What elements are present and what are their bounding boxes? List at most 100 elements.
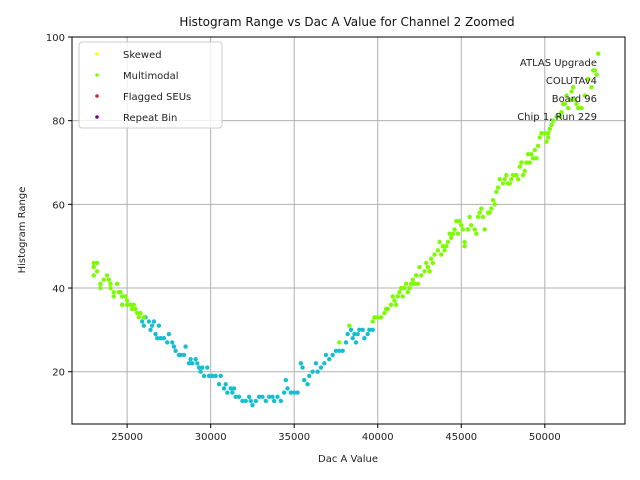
data-point (510, 172, 516, 178)
data-point (525, 151, 531, 157)
data-point (148, 327, 153, 333)
data-point (474, 231, 479, 236)
data-point (94, 269, 100, 274)
data-point (579, 105, 584, 111)
data-point (114, 281, 120, 287)
data-point (462, 243, 467, 249)
data-point (231, 386, 237, 391)
data-point (288, 390, 294, 395)
data-point (417, 264, 422, 270)
data-point (576, 105, 581, 111)
data-point (535, 143, 541, 148)
data-point (547, 126, 553, 132)
data-point (240, 398, 245, 404)
data-point (206, 373, 212, 379)
data-point (353, 340, 359, 345)
data-point (91, 273, 96, 278)
data-point (133, 306, 138, 312)
data-point (181, 352, 187, 358)
data-point (459, 223, 464, 228)
data-point (153, 331, 158, 337)
data-point (216, 382, 222, 387)
data-point (479, 206, 484, 211)
y-tick-label: 100 (46, 33, 65, 44)
data-point (210, 373, 215, 379)
data-point (582, 93, 588, 98)
data-point (550, 118, 556, 123)
data-point (146, 319, 152, 324)
legend-marker (95, 73, 99, 77)
data-point (101, 277, 106, 282)
data-point (139, 319, 145, 324)
data-point (437, 239, 442, 245)
data-point (355, 331, 360, 337)
data-point (444, 243, 449, 249)
x-tick-label: 25000 (111, 432, 143, 443)
data-point (435, 248, 441, 253)
data-point (392, 298, 397, 303)
data-point (298, 361, 304, 366)
data-point (572, 97, 578, 102)
data-point (141, 315, 147, 320)
data-point (91, 264, 96, 270)
data-point (465, 227, 471, 232)
data-point (492, 202, 497, 207)
y-tick-label: 60 (52, 200, 65, 211)
data-point (256, 394, 262, 400)
data-point (388, 302, 394, 307)
data-point (397, 290, 402, 295)
legend-label: Skewed (123, 50, 162, 61)
data-point (158, 336, 163, 341)
data-point (509, 177, 514, 182)
data-point (283, 377, 289, 383)
data-point (305, 382, 310, 387)
data-point (375, 315, 380, 320)
data-point (402, 285, 407, 291)
y-tick-label: 20 (52, 368, 65, 379)
data-point (418, 273, 424, 278)
data-point (542, 131, 548, 136)
data-point (270, 394, 275, 400)
data-point (171, 344, 177, 349)
data-point (155, 336, 160, 341)
plot-frame (71, 36, 626, 425)
data-point (482, 227, 487, 232)
data-point (123, 294, 128, 299)
data-point (378, 315, 384, 320)
data-point (98, 281, 103, 287)
data-point (415, 281, 421, 287)
data-point (343, 340, 349, 345)
data-point (151, 319, 157, 324)
data-point (477, 210, 482, 215)
data-point (195, 361, 200, 366)
data-point (490, 197, 496, 203)
data-point (138, 310, 143, 316)
data-point (225, 390, 230, 395)
x-tick-label: 45000 (445, 432, 477, 443)
legend-label: Flagged SEUs (123, 92, 191, 103)
x-tick-label: 35000 (278, 432, 310, 443)
data-point (91, 260, 96, 266)
data-point (292, 390, 297, 395)
data-point (592, 68, 598, 73)
data-point (524, 160, 529, 165)
data-point (322, 361, 327, 366)
x-tick-label: 50000 (529, 432, 561, 443)
data-point (190, 361, 195, 366)
data-point (183, 344, 188, 349)
data-point (442, 248, 447, 253)
data-point (370, 319, 375, 324)
data-point (188, 356, 193, 362)
data-point (263, 398, 269, 404)
data-point (106, 277, 111, 282)
legend-label: Multimodal (123, 71, 179, 82)
data-point (413, 273, 419, 278)
legend-label: Repeat Bin (123, 113, 177, 124)
data-point (439, 252, 444, 257)
data-point (108, 281, 113, 287)
data-point (156, 323, 162, 328)
data-point (502, 177, 507, 182)
data-point (352, 331, 357, 337)
data-point (447, 231, 452, 236)
data-point (519, 160, 524, 165)
